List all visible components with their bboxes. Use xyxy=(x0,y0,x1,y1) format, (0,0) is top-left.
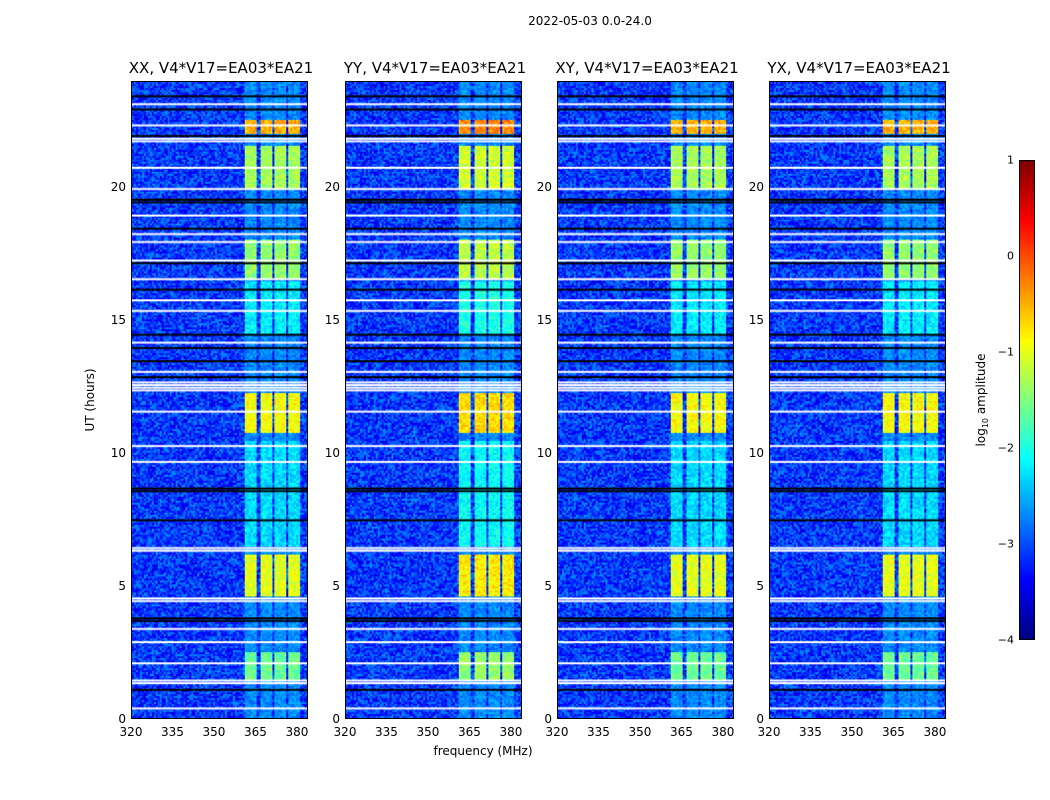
y-tick-label: 5 xyxy=(756,579,764,594)
x-tick-label: 335 xyxy=(161,725,184,739)
y-tick-label: 15 xyxy=(110,313,126,328)
x-tick-label: 365 xyxy=(670,725,693,739)
x-tick-label: 320 xyxy=(333,725,357,739)
panel-title: YY, V4*V17=EA03*EA21 xyxy=(343,59,527,77)
colorbar-tick-label: 0 xyxy=(1007,249,1014,263)
colorbar-label: log10 amplitude xyxy=(973,353,991,447)
x-tick-label: 320 xyxy=(119,725,143,739)
x-tick-label: 380 xyxy=(923,725,947,739)
colorbar-tick-label: −4 xyxy=(997,633,1014,647)
waterfall-panel: YX, V4*V17=EA03*EA21 320 335 350 365 380 0 5 10 1… xyxy=(749,59,951,739)
y-tick-label: 0 xyxy=(118,712,126,726)
x-tick-label: 350 xyxy=(416,725,440,739)
y-tick-label: 15 xyxy=(324,313,340,328)
x-tick-label: 335 xyxy=(375,725,398,739)
colorbar-tick-label: 1 xyxy=(1007,153,1014,167)
x-tick-label: 350 xyxy=(840,725,864,739)
x-tick-label: 380 xyxy=(499,725,523,739)
x-tick-label: 350 xyxy=(202,725,226,739)
heatmap xyxy=(557,81,734,719)
y-tick-label: 10 xyxy=(324,446,340,461)
y-tick-label: 20 xyxy=(324,180,340,195)
heatmap xyxy=(769,81,946,719)
colorbar-tick-label: −2 xyxy=(997,441,1014,455)
panel-title: XY, V4*V17=EA03*EA21 xyxy=(555,59,739,77)
waterfall-panel: XY, V4*V17=EA03*EA21 320 335 350 365 380 0 5 10 1… xyxy=(537,59,739,739)
waterfall-panel: YY, V4*V17=EA03*EA21 320 335 350 365 380 0 5 10 1… xyxy=(325,59,526,739)
y-tick-label: 20 xyxy=(748,180,764,195)
x-tick-label: 365 xyxy=(244,725,267,739)
x-tick-label: 365 xyxy=(458,725,481,739)
x-tick-label: 350 xyxy=(628,725,652,739)
panel-title: XX, V4*V17=EA03*EA21 xyxy=(128,59,314,77)
y-tick-label: 5 xyxy=(544,579,552,594)
y-axis-label: UT (hours) xyxy=(83,368,97,432)
y-tick-label: 5 xyxy=(118,579,126,594)
y-tick-label: 15 xyxy=(748,313,764,328)
heatmap xyxy=(131,81,308,719)
x-tick-label: 380 xyxy=(285,725,309,739)
x-tick-label: 380 xyxy=(711,725,735,739)
x-tick-label: 320 xyxy=(545,725,569,739)
heatmap xyxy=(345,81,522,719)
colorbar-tick-label: −3 xyxy=(997,537,1014,551)
colorbar-tick-label: −1 xyxy=(997,345,1014,359)
panel-title: YX, V4*V17=EA03*EA21 xyxy=(767,59,951,77)
y-tick-label: 10 xyxy=(110,446,126,461)
y-tick-label: 5 xyxy=(332,579,340,594)
x-axis-label: frequency (MHz) xyxy=(433,744,533,758)
x-tick-label: 320 xyxy=(757,725,781,739)
x-tick-label: 335 xyxy=(587,725,610,739)
x-tick-label: 335 xyxy=(799,725,822,739)
y-tick-label: 15 xyxy=(536,313,552,328)
y-tick-label: 20 xyxy=(536,180,552,195)
y-tick-label: 10 xyxy=(748,446,764,461)
y-tick-label: 10 xyxy=(536,446,552,461)
y-tick-label: 20 xyxy=(110,180,126,195)
colorbar xyxy=(1019,160,1035,640)
y-tick-label: 0 xyxy=(332,712,340,726)
waterfall-panel: XX, V4*V17=EA03*EA21 320 335 350 365 380 0 5 10 1… xyxy=(111,59,314,739)
x-tick-label: 365 xyxy=(882,725,905,739)
figure-title: 2022-05-03 0.0-24.0 xyxy=(528,14,652,28)
y-tick-label: 0 xyxy=(544,712,552,726)
y-tick-label: 0 xyxy=(756,712,764,726)
